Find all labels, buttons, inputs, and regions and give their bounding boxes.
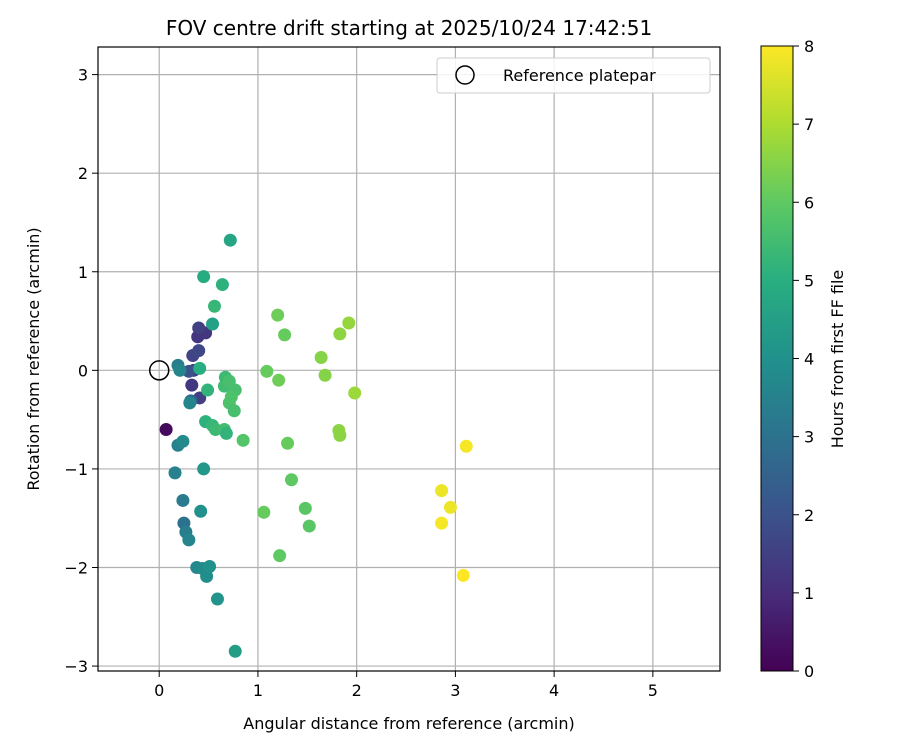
x-tick-label: 1	[253, 681, 263, 700]
x-axis-label: Angular distance from reference (arcmin)	[243, 714, 574, 733]
data-point	[210, 592, 224, 606]
colorbar	[761, 46, 793, 671]
data-point	[273, 549, 287, 563]
data-point	[285, 473, 299, 487]
legend-label: Reference platepar	[503, 66, 656, 85]
data-point	[272, 373, 286, 387]
data-point	[236, 433, 250, 447]
y-axis-label: Rotation from reference (arcmin)	[24, 227, 43, 490]
data-point	[185, 378, 199, 392]
data-point	[219, 426, 233, 440]
legend-marker-icon	[455, 65, 475, 85]
data-point	[192, 321, 206, 335]
data-points	[148, 233, 473, 658]
reference-platepar-marker	[148, 360, 170, 381]
colorbar-label: Hours from first FF file	[828, 270, 847, 449]
legend: Reference platepar	[436, 57, 711, 94]
data-point	[260, 364, 274, 378]
data-point	[208, 422, 222, 436]
colorbar-tick-label: 6	[804, 193, 814, 212]
x-tick-label: 3	[450, 681, 460, 700]
data-point	[257, 505, 271, 519]
y-tick-label: −2	[64, 558, 88, 577]
data-point	[228, 644, 242, 658]
x-tick-label: 0	[154, 681, 164, 700]
data-point	[333, 327, 347, 341]
data-point	[176, 493, 190, 507]
data-point	[456, 568, 470, 582]
data-point	[201, 383, 215, 397]
data-point	[182, 533, 196, 547]
data-point	[459, 439, 473, 453]
data-point	[206, 317, 220, 331]
data-point	[197, 270, 211, 284]
data-point	[215, 278, 229, 292]
data-point	[342, 316, 356, 330]
colorbar-tick-label: 1	[804, 584, 814, 603]
y-tick-label: 3	[78, 66, 88, 85]
colorbar-ticks: 0 1 2 3 4 5 6 7 8	[793, 37, 814, 681]
data-point	[278, 328, 292, 342]
x-tick-label: 4	[549, 681, 559, 700]
colorbar-tick-label: 8	[804, 37, 814, 56]
y-tick-label: −1	[64, 460, 88, 479]
y-tick-label: 2	[78, 164, 88, 183]
data-point	[443, 500, 457, 514]
data-point	[302, 519, 316, 533]
y-tick-label: 0	[78, 361, 88, 380]
data-point	[159, 422, 173, 436]
data-point	[348, 386, 362, 400]
legend-box	[436, 57, 711, 94]
data-point	[223, 233, 237, 247]
data-point	[435, 516, 449, 530]
colorbar-tick-label: 3	[804, 428, 814, 447]
colorbar-tick-label: 7	[804, 115, 814, 134]
data-point	[318, 368, 332, 382]
data-point	[208, 299, 222, 313]
data-point	[281, 436, 295, 450]
data-point	[194, 504, 208, 518]
y-tick-label: 1	[78, 263, 88, 282]
data-point	[271, 308, 285, 322]
colorbar-tick-label: 2	[804, 506, 814, 525]
chart-title: FOV centre drift starting at 2025/10/24 …	[166, 16, 652, 40]
plot-frame	[97, 46, 721, 672]
x-tick-label: 2	[352, 681, 362, 700]
data-point	[176, 434, 190, 448]
data-point	[435, 484, 449, 498]
data-point	[197, 462, 211, 476]
y-tick-label: −3	[64, 657, 88, 676]
data-point	[183, 396, 197, 410]
data-point	[200, 569, 214, 583]
x-tick-label: 5	[648, 681, 658, 700]
colorbar-tick-label: 0	[804, 662, 814, 681]
data-point	[298, 501, 312, 515]
data-point	[173, 363, 187, 377]
data-point	[314, 351, 328, 365]
data-point	[168, 466, 182, 480]
axis-ticks: 0 1 2 3 4 5 −3 −2 −1 0 1 2 3	[64, 66, 658, 700]
data-point	[203, 560, 217, 574]
data-point	[227, 404, 241, 418]
colorbar-tick-label: 4	[804, 350, 814, 369]
data-point	[333, 428, 347, 442]
data-point	[192, 344, 206, 358]
colorbar-tick-label: 5	[804, 271, 814, 290]
data-point	[193, 361, 207, 375]
